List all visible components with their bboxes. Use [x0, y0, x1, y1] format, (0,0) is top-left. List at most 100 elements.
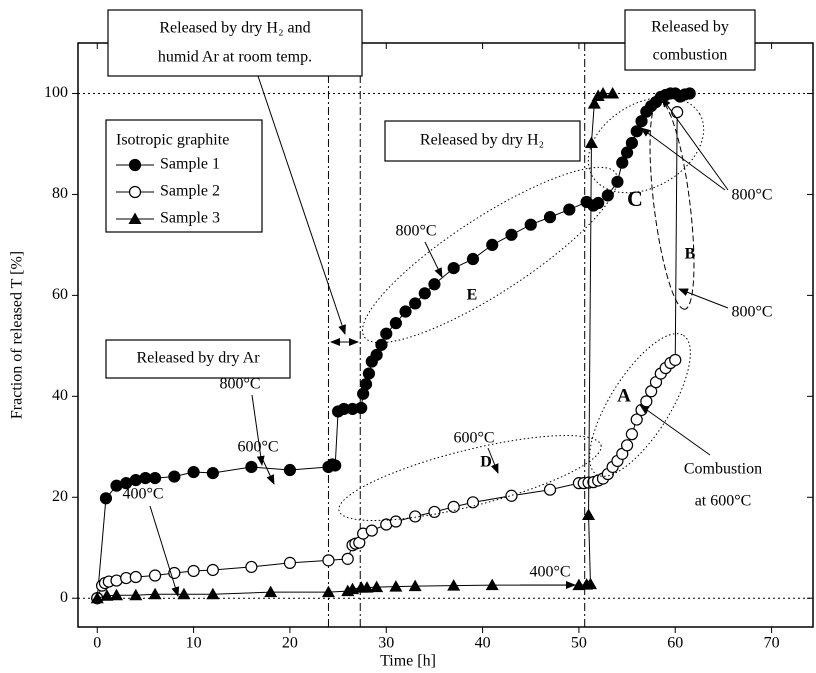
marker	[466, 252, 480, 266]
marker	[389, 515, 402, 528]
marker	[206, 587, 220, 600]
marker	[447, 500, 460, 513]
marker	[370, 348, 383, 362]
annotation: A	[617, 385, 631, 406]
marker	[128, 212, 142, 224]
marker	[264, 585, 278, 598]
marker	[683, 87, 696, 100]
marker	[90, 591, 104, 604]
annotation: Released by dry H₂ and	[159, 20, 310, 37]
annotation: 400°C	[529, 564, 570, 581]
marker	[245, 560, 258, 574]
marker	[543, 483, 557, 496]
arrow	[661, 97, 729, 191]
marker	[584, 136, 598, 148]
annotation: 800°C	[219, 376, 260, 393]
y-tick-label: 80	[52, 185, 68, 202]
marker	[428, 278, 441, 291]
legend-label: Sample 1	[160, 156, 220, 173]
marker	[596, 86, 610, 99]
y-tick-label: 0	[60, 589, 68, 606]
marker	[148, 471, 162, 485]
marker	[365, 524, 378, 537]
annotation: 600°C	[453, 430, 494, 447]
arrow	[487, 447, 499, 474]
marker	[592, 196, 605, 210]
ellipse-b	[649, 100, 695, 310]
y-axis-label: Fraction of released T [%]	[9, 251, 26, 419]
marker	[360, 581, 374, 593]
marker	[625, 428, 638, 441]
marker	[620, 146, 634, 159]
arrow	[678, 288, 729, 309]
marker	[447, 262, 460, 275]
y-tick-label: 60	[52, 286, 68, 303]
annotation: C	[627, 186, 643, 211]
marker	[543, 211, 557, 224]
marker	[129, 570, 142, 584]
annotation: 400°C	[122, 486, 163, 503]
arrow	[149, 505, 180, 597]
marker	[110, 588, 124, 601]
marker	[370, 580, 384, 593]
marker	[447, 579, 461, 591]
marker	[187, 465, 200, 479]
arrow	[640, 127, 726, 191]
x-tick-label: 20	[282, 635, 298, 652]
marker	[399, 305, 412, 318]
marker	[587, 97, 601, 109]
annotation: Released by	[651, 19, 729, 36]
marker	[129, 588, 143, 601]
marker	[524, 218, 537, 231]
marker	[409, 297, 422, 310]
x-tick-label: 60	[667, 635, 683, 652]
marker	[606, 86, 620, 99]
marker	[505, 489, 518, 502]
marker	[283, 556, 297, 569]
marker	[466, 496, 480, 509]
marker	[630, 413, 643, 426]
marker	[630, 125, 643, 138]
annotation-box	[624, 9, 756, 71]
marker	[329, 459, 342, 472]
marker	[563, 203, 576, 216]
x-tick-label: 10	[186, 635, 202, 652]
marker	[355, 401, 368, 415]
marker	[582, 508, 596, 520]
marker	[380, 327, 393, 340]
marker	[485, 578, 499, 591]
marker	[375, 338, 388, 351]
marker	[640, 395, 653, 408]
marker	[321, 585, 335, 598]
arrow	[639, 404, 711, 456]
marker	[389, 317, 402, 330]
arrow	[251, 394, 265, 466]
annotation: 600°C	[237, 439, 278, 456]
marker	[128, 185, 142, 199]
marker	[669, 353, 682, 367]
ellipse-d	[338, 435, 602, 521]
marker	[408, 579, 422, 592]
x-tick-label: 0	[93, 635, 101, 652]
annotation: humid Ar at room temp.	[158, 49, 312, 66]
marker	[601, 189, 614, 202]
marker	[409, 510, 422, 523]
arrow	[257, 75, 346, 335]
x-tick-label: 50	[571, 635, 587, 652]
marker	[148, 587, 162, 600]
annotation: combustion	[653, 47, 728, 64]
annotation-box	[105, 339, 291, 379]
marker	[635, 115, 648, 128]
marker	[99, 492, 113, 505]
marker	[206, 563, 219, 577]
y-tick-label: 20	[52, 488, 68, 505]
legend: Isotropic graphite Sample 1 Sample 2 Sampl…	[105, 119, 263, 233]
y-tick-label: 40	[52, 387, 68, 404]
marker	[322, 554, 335, 567]
x-tick-label: 70	[764, 635, 780, 652]
legend-box	[105, 119, 263, 233]
ellipse-c	[587, 96, 705, 194]
annotation: Released by dry H₂	[420, 132, 544, 149]
marker	[625, 136, 638, 150]
